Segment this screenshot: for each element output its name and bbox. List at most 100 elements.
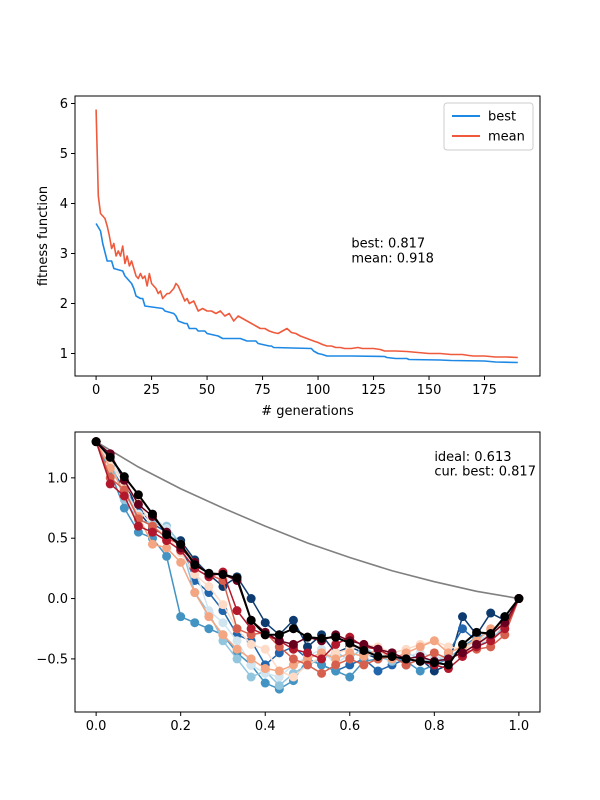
population-point xyxy=(133,521,143,531)
fitness-xtick-label: 150 xyxy=(417,383,442,398)
best-path-point xyxy=(359,645,369,655)
best-path-point xyxy=(345,638,355,648)
best-path-point xyxy=(303,632,312,642)
population-point xyxy=(204,612,214,622)
population-point xyxy=(246,594,256,604)
best-path-point xyxy=(317,633,327,643)
best-path-point xyxy=(415,656,425,666)
population-point xyxy=(359,660,369,670)
ideal-curve xyxy=(95,440,519,600)
mean-score-annotation: mean: 0.918 xyxy=(351,252,434,267)
best-path-point xyxy=(331,632,341,642)
population-point xyxy=(303,648,312,658)
legend-mean-label: mean xyxy=(488,130,525,145)
path-xtick-label: 0.8 xyxy=(424,719,445,734)
population-point xyxy=(345,672,355,682)
population-point xyxy=(288,615,298,625)
fitness-xtick-label: 175 xyxy=(472,383,497,398)
best-path-point xyxy=(91,437,101,447)
fitness-xtick-label: 100 xyxy=(306,383,331,398)
population-point xyxy=(190,588,200,598)
population-point xyxy=(458,648,468,658)
population-point xyxy=(317,668,327,678)
path-ytick-label: 0.5 xyxy=(47,532,68,547)
population-point xyxy=(119,503,129,513)
population-point xyxy=(176,557,186,567)
ideal-score-annotation: ideal: 0.613 xyxy=(434,450,511,465)
best-path-point xyxy=(288,624,298,634)
fitness-ticks: 0 25 50 75 100 125 150 175 1 2 3 4 5 6 xyxy=(60,97,497,398)
best-path-point xyxy=(190,560,200,570)
best-path-point xyxy=(514,594,524,604)
population-point xyxy=(232,636,242,646)
population-point xyxy=(246,672,256,682)
fitness-xtick-label: 25 xyxy=(143,383,160,398)
series-line-best xyxy=(95,223,518,364)
population-point xyxy=(232,654,242,664)
best-path-point xyxy=(147,509,157,519)
fitness-ytick-label: 4 xyxy=(60,197,68,212)
best-path-point xyxy=(204,568,214,578)
legend-best-label: best xyxy=(488,110,516,125)
population-point xyxy=(317,654,327,664)
fitness-ytick-label: 3 xyxy=(60,247,68,262)
current-best-annotation: cur. best: 0.817 xyxy=(434,464,536,479)
population-point xyxy=(204,581,214,591)
population-point xyxy=(415,642,425,652)
fitness-xtick-label: 50 xyxy=(199,383,216,398)
fitness-series-layer xyxy=(95,109,518,364)
best-path-point xyxy=(260,630,270,640)
best-path-point xyxy=(486,629,496,639)
best-path-point xyxy=(443,660,453,670)
legend-box xyxy=(443,102,534,151)
best-path-point xyxy=(429,658,439,668)
population-point xyxy=(331,660,341,670)
population-point xyxy=(458,624,468,634)
path-plot: 0.0 0.2 0.4 0.6 0.8 1.0 −0.5 0.0 0.5 1.0 ideal: 0… xyxy=(36,431,541,734)
best-path-point xyxy=(274,630,284,640)
population-point xyxy=(288,654,298,664)
path-series-layer xyxy=(91,437,524,694)
fitness-ytick-label: 2 xyxy=(60,297,68,312)
population-point xyxy=(246,639,256,649)
population-point xyxy=(260,618,270,628)
population-point xyxy=(105,479,115,489)
fitness-ytick-label: 5 xyxy=(60,147,68,162)
population-point xyxy=(147,527,157,537)
population-point xyxy=(176,612,186,622)
population-point xyxy=(415,666,425,676)
population-point xyxy=(373,666,383,676)
fitness-ytick-label: 6 xyxy=(60,97,68,112)
best-path-point xyxy=(500,612,510,622)
population-point xyxy=(133,499,143,509)
best-score-annotation: best: 0.817 xyxy=(351,237,425,252)
population-point xyxy=(472,639,482,649)
fitness-axes-frame xyxy=(74,95,541,377)
fitness-xtick-label: 75 xyxy=(254,383,271,398)
best-path-point xyxy=(458,639,468,649)
population-point xyxy=(232,606,242,616)
best-path-point xyxy=(246,615,256,625)
population-point xyxy=(260,664,270,674)
best-path-point xyxy=(119,472,129,482)
fitness-ylabel: fitness function xyxy=(36,186,51,286)
population-point xyxy=(119,491,129,501)
population-point xyxy=(288,639,298,649)
path-ytick-label: 0.0 xyxy=(47,592,68,607)
path-axes-frame xyxy=(74,431,541,713)
series-line-mean xyxy=(95,109,518,359)
best-path-point xyxy=(162,530,172,540)
population-point xyxy=(260,644,270,654)
path-xtick-label: 0.6 xyxy=(339,719,360,734)
population-point xyxy=(218,618,228,628)
population-point xyxy=(218,630,228,640)
population-point xyxy=(331,639,341,649)
best-path-point xyxy=(176,539,186,549)
population-point xyxy=(274,666,284,676)
fitness-xlabel: # generations xyxy=(261,404,354,419)
best-path-point xyxy=(373,651,383,661)
population-point xyxy=(162,543,172,553)
population-point xyxy=(260,678,270,688)
best-path-point xyxy=(401,654,411,664)
